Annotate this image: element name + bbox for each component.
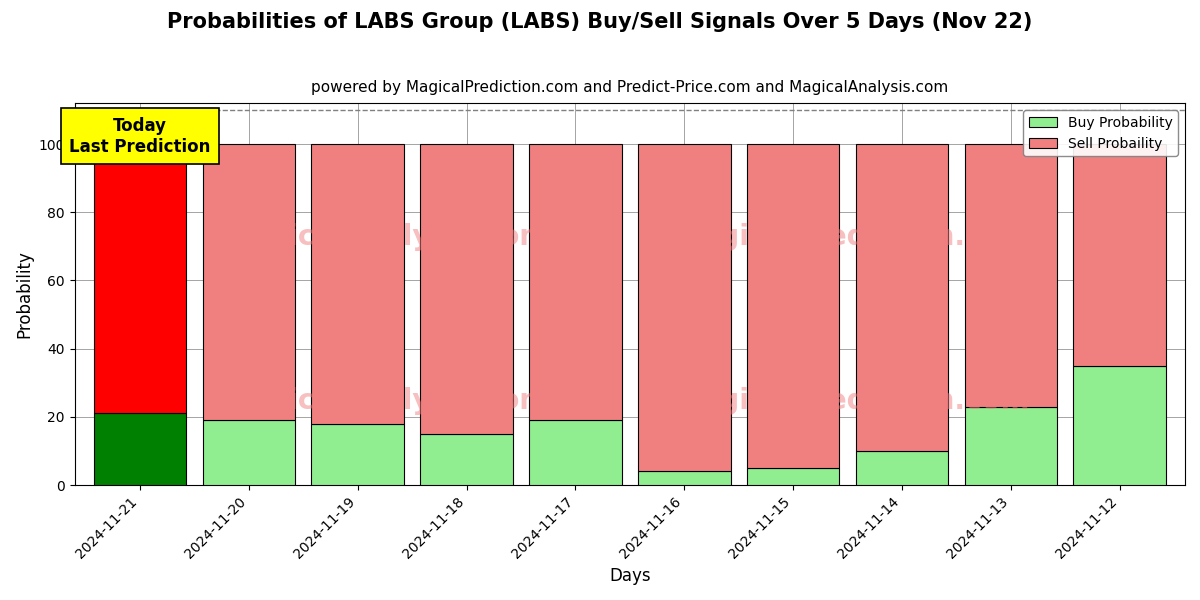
Bar bbox=[638, 472, 731, 485]
Bar bbox=[1074, 366, 1166, 485]
Text: Probabilities of LABS Group (LABS) Buy/Sell Signals Over 5 Days (Nov 22): Probabilities of LABS Group (LABS) Buy/S… bbox=[167, 12, 1033, 32]
Bar bbox=[203, 420, 295, 485]
Bar bbox=[1074, 144, 1166, 366]
Text: MagicalAnalysis.com: MagicalAnalysis.com bbox=[222, 387, 548, 415]
Text: MagicalAnalysis.com: MagicalAnalysis.com bbox=[222, 223, 548, 251]
Bar bbox=[529, 144, 622, 420]
Text: MagicalPrediction.com: MagicalPrediction.com bbox=[673, 223, 1030, 251]
Legend: Buy Probability, Sell Probaility: Buy Probability, Sell Probaility bbox=[1024, 110, 1178, 156]
Bar bbox=[312, 424, 404, 485]
Bar bbox=[746, 468, 839, 485]
Bar bbox=[965, 144, 1057, 407]
Text: MagicalPrediction.com: MagicalPrediction.com bbox=[673, 387, 1030, 415]
X-axis label: Days: Days bbox=[610, 567, 650, 585]
Text: Today
Last Prediction: Today Last Prediction bbox=[70, 117, 211, 155]
Bar bbox=[94, 144, 186, 413]
Bar bbox=[856, 451, 948, 485]
Bar bbox=[856, 144, 948, 451]
Bar bbox=[420, 144, 512, 434]
Bar bbox=[746, 144, 839, 468]
Bar bbox=[94, 413, 186, 485]
Bar bbox=[529, 420, 622, 485]
Bar bbox=[420, 434, 512, 485]
Bar bbox=[638, 144, 731, 472]
Y-axis label: Probability: Probability bbox=[16, 250, 34, 338]
Bar bbox=[203, 144, 295, 420]
Title: powered by MagicalPrediction.com and Predict-Price.com and MagicalAnalysis.com: powered by MagicalPrediction.com and Pre… bbox=[311, 80, 948, 95]
Bar bbox=[312, 144, 404, 424]
Bar bbox=[965, 407, 1057, 485]
